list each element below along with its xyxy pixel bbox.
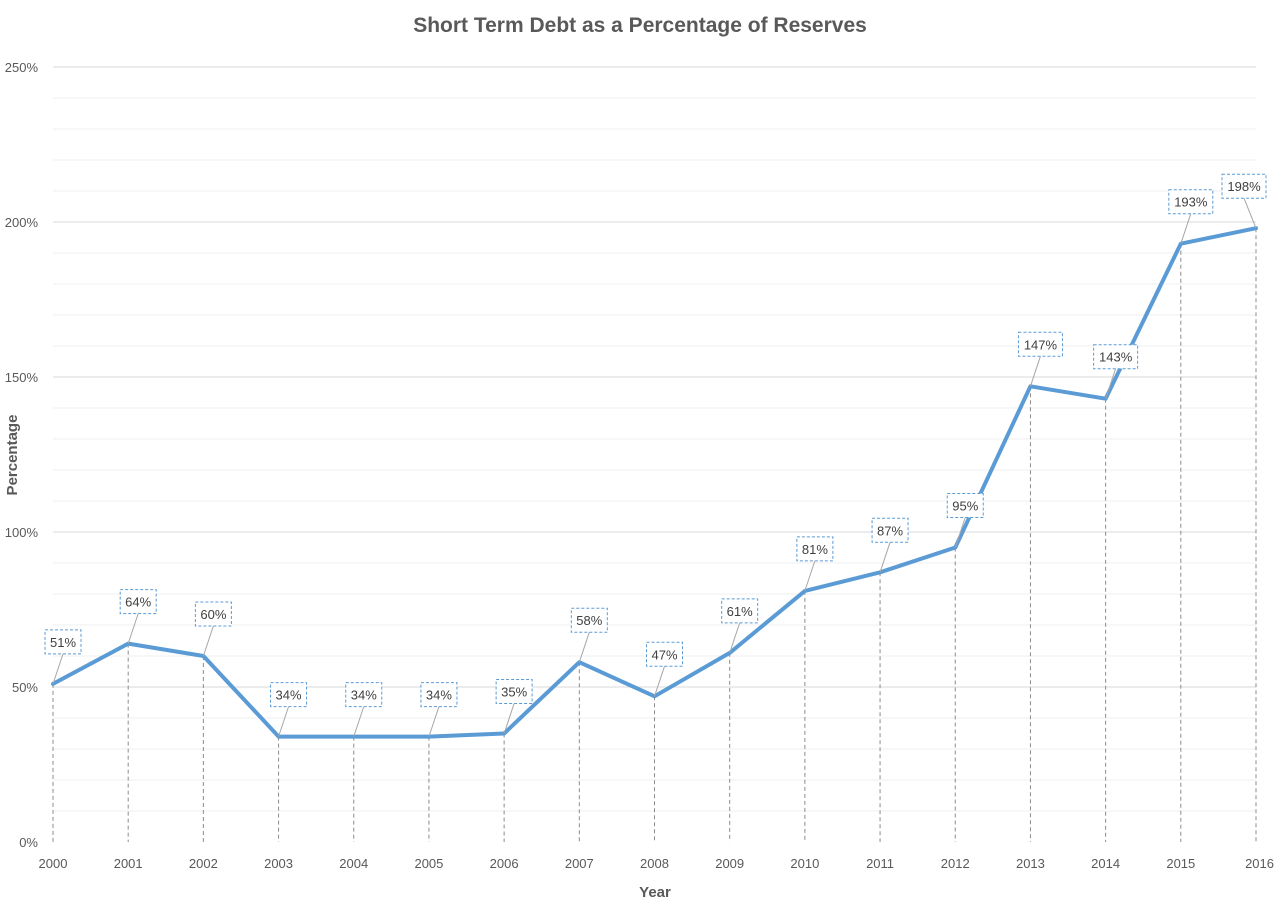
y-tick-label: 0%: [19, 835, 38, 850]
leader-line: [1180, 213, 1192, 244]
y-tick-label: 50%: [12, 680, 38, 695]
leader-line: [954, 517, 966, 548]
data-label: 34%: [351, 688, 377, 703]
y-tick-label: 100%: [5, 525, 39, 540]
leader-line: [804, 560, 816, 592]
leader-line: [503, 703, 515, 734]
leader-line: [1029, 356, 1041, 387]
x-tick-label: 2007: [565, 856, 594, 871]
data-label-box: [570, 607, 608, 633]
x-tick-label: 2016: [1245, 856, 1274, 871]
leader-line: [127, 613, 139, 644]
data-label-box: [495, 679, 533, 704]
data-label-box: [946, 493, 984, 518]
data-labels: 51% 64% 60% 34% 34% 34% 35% 58% 47% 61% 81% 87% 95% 1…: [44, 173, 1267, 708]
leader-line: [1243, 198, 1257, 229]
x-tick-label: 2008: [640, 856, 669, 871]
x-tick-label: 2006: [490, 856, 519, 871]
data-label: 147%: [1024, 337, 1058, 352]
y-tick-label: 150%: [5, 370, 39, 385]
data-label: 58%: [576, 613, 602, 628]
data-label: 64%: [125, 595, 151, 610]
data-label: 193%: [1174, 195, 1208, 210]
x-tick-label: 2003: [264, 856, 293, 871]
data-label: 81%: [802, 542, 828, 557]
x-tick-label: 2004: [339, 856, 368, 871]
x-tick-label: 2011: [866, 856, 894, 871]
x-tick-label: 2001: [114, 856, 143, 871]
leader-line: [879, 542, 891, 573]
x-tick-label: 2000: [39, 856, 68, 871]
drop-lines: [52, 228, 1257, 842]
leader-line: [202, 625, 214, 657]
data-label-box: [1168, 189, 1214, 215]
leader-line: [52, 653, 64, 685]
data-label-box: [194, 601, 232, 627]
leader-line: [654, 666, 665, 697]
data-label-box: [420, 682, 458, 708]
data-label-box: [796, 536, 834, 562]
x-axis-tick-labels: 2000 2001 2002 2003 2004 2005 2006 2007 2008 2009…: [39, 856, 1274, 871]
data-label: 61%: [727, 604, 753, 619]
leader-line: [578, 632, 590, 663]
leader-line: [729, 622, 741, 654]
x-tick-label: 2002: [189, 856, 218, 871]
data-label: 51%: [50, 635, 76, 650]
gridlines: [53, 66, 1256, 812]
data-label: 35%: [501, 685, 527, 700]
x-tick-label: 2013: [1016, 856, 1045, 871]
chart-title: Short Term Debt as a Percentage of Reser…: [413, 14, 867, 37]
x-tick-label: 2014: [1091, 856, 1120, 871]
data-label: 47%: [651, 647, 677, 662]
leader-line: [1105, 368, 1117, 399]
leader-line: [278, 706, 290, 737]
y-axis-tick-labels: 0% 50% 100% 150% 200% 250%: [5, 60, 39, 850]
data-label-box: [119, 589, 157, 615]
data-label-box: [1093, 344, 1139, 370]
leader-lines: [52, 198, 1257, 737]
x-tick-label: 2015: [1166, 856, 1195, 871]
data-label: 34%: [276, 688, 302, 703]
y-tick-label: 200%: [5, 215, 39, 230]
x-axis-title: Year: [639, 884, 671, 901]
x-tick-label: 2005: [414, 856, 443, 871]
data-label-box: [270, 682, 308, 708]
data-label: 95%: [952, 499, 978, 514]
data-label-box: [871, 517, 909, 543]
data-label-box: [1221, 173, 1267, 199]
x-tick-label: 2012: [941, 856, 970, 871]
data-label-box: [44, 629, 82, 655]
data-label: 34%: [426, 688, 452, 703]
x-tick-label: 2009: [715, 856, 744, 871]
x-tick-label: 2010: [790, 856, 819, 871]
data-label: 143%: [1099, 350, 1133, 365]
data-label: 87%: [877, 523, 903, 538]
leader-line: [428, 706, 440, 737]
data-label: 198%: [1227, 179, 1261, 194]
data-label-box: [1017, 331, 1063, 357]
data-label-box: [345, 682, 383, 708]
leader-line: [353, 706, 365, 737]
data-label-box: [721, 598, 759, 624]
data-label-box: [646, 641, 683, 667]
data-label: 60%: [200, 607, 226, 622]
y-tick-label: 250%: [5, 60, 39, 75]
y-axis-title: Percentage: [4, 415, 21, 496]
